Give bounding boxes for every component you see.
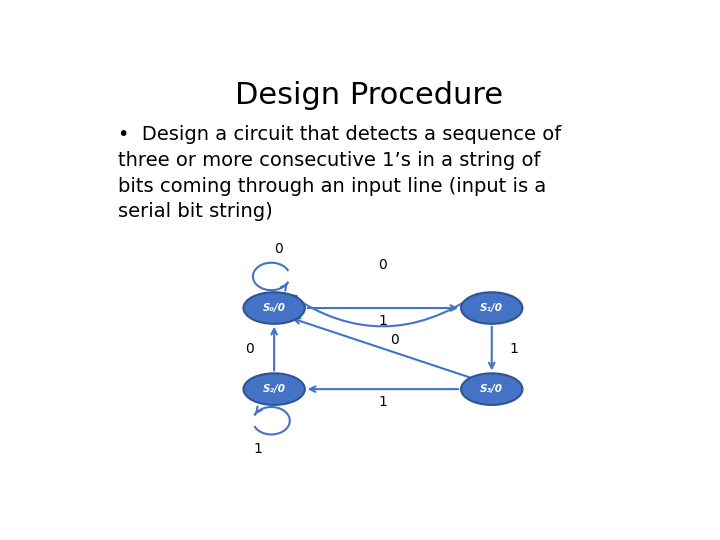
Text: 0: 0 <box>390 333 398 347</box>
Ellipse shape <box>243 292 305 324</box>
Text: 0: 0 <box>274 242 283 256</box>
Ellipse shape <box>243 373 305 405</box>
Ellipse shape <box>461 292 523 324</box>
Text: 1: 1 <box>253 442 262 456</box>
Text: Design Procedure: Design Procedure <box>235 82 503 111</box>
Text: S₂/0: S₂/0 <box>263 384 286 394</box>
Text: 1: 1 <box>379 395 387 409</box>
Text: •  Design a circuit that detects a sequence of
three or more consecutive 1’s in : • Design a circuit that detects a sequen… <box>118 125 561 221</box>
Text: S₀/0: S₀/0 <box>263 303 286 313</box>
Text: 1: 1 <box>379 314 387 328</box>
Text: S₁/0: S₁/0 <box>480 303 503 313</box>
Text: S₃/0: S₃/0 <box>480 384 503 394</box>
Ellipse shape <box>461 373 523 405</box>
Text: 1: 1 <box>510 342 518 355</box>
Text: 0: 0 <box>245 342 253 355</box>
Text: 0: 0 <box>379 258 387 272</box>
